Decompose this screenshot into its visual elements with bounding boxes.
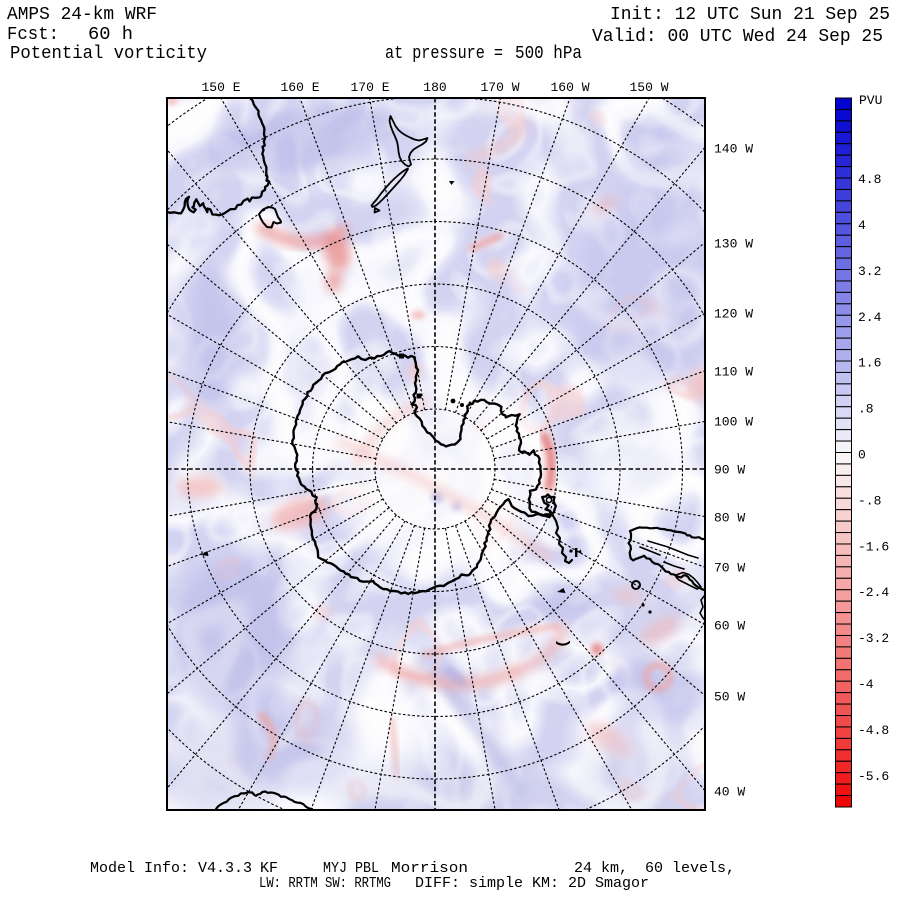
svg-text:Init: 12 UTC Sun 21 Sep 25: Init: 12 UTC Sun 21 Sep 25 bbox=[610, 5, 890, 25]
svg-text:60 W: 60 W bbox=[714, 619, 745, 634]
svg-text:80 W: 80 W bbox=[714, 511, 745, 526]
svg-text:130 W: 130 W bbox=[714, 237, 753, 252]
svg-text:180: 180 bbox=[423, 80, 446, 95]
svg-text:-4: -4 bbox=[858, 677, 874, 692]
svg-text:-5.6: -5.6 bbox=[858, 769, 889, 784]
svg-text:4.8: 4.8 bbox=[858, 172, 881, 187]
svg-text:2.4: 2.4 bbox=[858, 310, 882, 325]
svg-text:24 km,: 24 km, bbox=[574, 860, 628, 877]
svg-text:MYJ PBL: MYJ PBL bbox=[323, 860, 379, 877]
svg-text:-4.8: -4.8 bbox=[858, 723, 889, 738]
svg-text:150 E: 150 E bbox=[201, 80, 240, 95]
svg-text:4: 4 bbox=[858, 218, 866, 233]
svg-text:40 W: 40 W bbox=[714, 785, 745, 800]
svg-text:Potential vorticity: Potential vorticity bbox=[10, 44, 207, 64]
svg-text:Fcst:: Fcst: bbox=[7, 25, 59, 45]
svg-text:110 W: 110 W bbox=[714, 365, 753, 380]
svg-text:-.8: -.8 bbox=[858, 493, 881, 508]
svg-text:-3.2: -3.2 bbox=[858, 631, 889, 646]
svg-text:KF: KF bbox=[260, 860, 278, 877]
svg-text:DIFF: simple KM: 2D Smagor: DIFF: simple KM: 2D Smagor bbox=[415, 875, 649, 892]
svg-text:500 hPa: 500 hPa bbox=[515, 44, 582, 64]
svg-text:150 W: 150 W bbox=[629, 80, 668, 95]
svg-text:AMPS 24-km WRF: AMPS 24-km WRF bbox=[7, 5, 157, 25]
svg-text:PVU: PVU bbox=[859, 93, 882, 108]
svg-text:at pressure =: at pressure = bbox=[385, 44, 503, 64]
svg-text:90 W: 90 W bbox=[714, 463, 745, 478]
svg-text:70 W: 70 W bbox=[714, 561, 745, 576]
svg-text:160 W: 160 W bbox=[550, 80, 589, 95]
svg-text:1.6: 1.6 bbox=[858, 356, 881, 371]
svg-text:-2.4: -2.4 bbox=[858, 585, 889, 600]
svg-text:170 E: 170 E bbox=[350, 80, 389, 95]
svg-text:120 W: 120 W bbox=[714, 307, 753, 322]
svg-text:160 E: 160 E bbox=[280, 80, 319, 95]
svg-text:100 W: 100 W bbox=[714, 415, 753, 430]
svg-text:3.2: 3.2 bbox=[858, 264, 881, 279]
svg-text:Morrison: Morrison bbox=[391, 860, 468, 877]
svg-text:60 h: 60 h bbox=[88, 25, 133, 45]
svg-text:50 W: 50 W bbox=[714, 690, 745, 705]
svg-text:140 W: 140 W bbox=[714, 142, 753, 157]
svg-text:170 W: 170 W bbox=[480, 80, 519, 95]
svg-text:0: 0 bbox=[858, 448, 866, 463]
svg-text:Model Info: V4.3.3: Model Info: V4.3.3 bbox=[90, 860, 252, 877]
svg-text:Valid: 00 UTC Wed 24 Sep 25: Valid: 00 UTC Wed 24 Sep 25 bbox=[592, 27, 883, 47]
svg-text:.8: .8 bbox=[858, 402, 874, 417]
svg-text:-1.6: -1.6 bbox=[858, 539, 889, 554]
svg-text:LW: RRTM SW: RRTMG: LW: RRTM SW: RRTMG bbox=[259, 875, 391, 892]
svg-text:60 levels,: 60 levels, bbox=[645, 860, 735, 877]
